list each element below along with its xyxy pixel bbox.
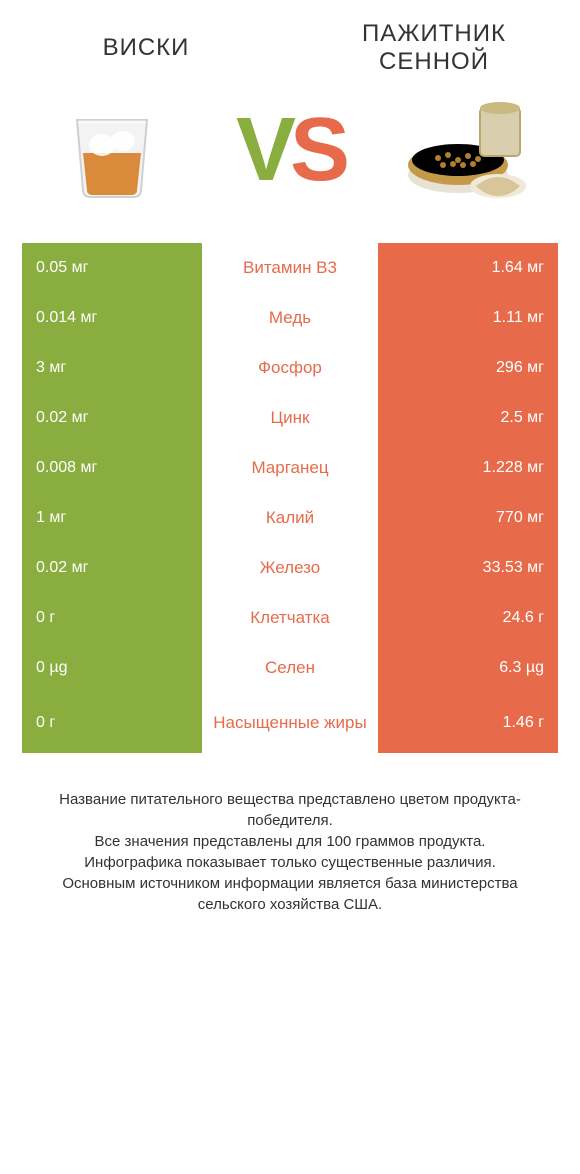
nutrient-name-cell: Железо <box>202 543 378 593</box>
footer-line-3: Инфографика показывает только существенн… <box>36 852 544 873</box>
footer-line-1: Название питательного вещества представл… <box>36 789 544 831</box>
right-value-cell: 33.53 мг <box>378 543 558 593</box>
right-value-cell: 24.6 г <box>378 593 558 643</box>
footer-notes: Название питательного вещества представл… <box>22 789 558 935</box>
table-row: 1 мгКалий770 мг <box>22 493 558 543</box>
table-row: 0 гНасыщенные жиры1.46 г <box>22 693 558 753</box>
left-product-image <box>42 85 182 215</box>
table-row: 0.02 мгЖелезо33.53 мг <box>22 543 558 593</box>
right-value-cell: 1.11 мг <box>378 293 558 343</box>
right-product-image <box>398 85 538 215</box>
whisky-glass-icon <box>57 95 167 205</box>
footer-line-2: Все значения представлены для 100 граммо… <box>36 831 544 852</box>
right-value-cell: 1.228 мг <box>378 443 558 493</box>
nutrient-name-cell: Калий <box>202 493 378 543</box>
table-row: 3 мгФосфор296 мг <box>22 343 558 393</box>
right-product-title: ПАЖИТНИК СЕННОЙ <box>310 20 558 75</box>
right-value-cell: 1.64 мг <box>378 243 558 293</box>
images-row: VS <box>22 85 558 215</box>
left-value-cell: 0.02 мг <box>22 543 202 593</box>
table-row: 0.02 мгЦинк2.5 мг <box>22 393 558 443</box>
table-row: 0 гКлетчатка24.6 г <box>22 593 558 643</box>
vs-label: VS <box>236 99 344 202</box>
left-product-title: ВИСКИ <box>22 34 270 62</box>
nutrient-table: 0.05 мгВитамин B31.64 мг0.014 мгМедь1.11… <box>22 243 558 753</box>
titles-row: ВИСКИ ПАЖИТНИК СЕННОЙ <box>22 20 558 75</box>
nutrient-name-cell: Насыщенные жиры <box>202 693 378 753</box>
vs-v: V <box>236 100 290 200</box>
nutrient-name-cell: Цинк <box>202 393 378 443</box>
table-row: 0.014 мгМедь1.11 мг <box>22 293 558 343</box>
right-value-cell: 6.3 µg <box>378 643 558 693</box>
left-value-cell: 1 мг <box>22 493 202 543</box>
nutrient-name-cell: Селен <box>202 643 378 693</box>
left-value-cell: 0 µg <box>22 643 202 693</box>
nutrient-name-cell: Витамин B3 <box>202 243 378 293</box>
left-value-cell: 0.014 мг <box>22 293 202 343</box>
nutrient-name-cell: Марганец <box>202 443 378 493</box>
left-value-cell: 0 г <box>22 593 202 643</box>
table-row: 0.05 мгВитамин B31.64 мг <box>22 243 558 293</box>
vs-s: S <box>290 100 344 200</box>
right-value-cell: 770 мг <box>378 493 558 543</box>
nutrient-name-cell: Фосфор <box>202 343 378 393</box>
left-value-cell: 0 г <box>22 693 202 753</box>
footer-line-4: Основным источником информации является … <box>36 873 544 915</box>
infographic: ВИСКИ ПАЖИТНИК СЕННОЙ VS <box>0 0 580 935</box>
nutrient-name-cell: Клетчатка <box>202 593 378 643</box>
left-value-cell: 0.05 мг <box>22 243 202 293</box>
nutrient-name-cell: Медь <box>202 293 378 343</box>
table-row: 0.008 мгМарганец1.228 мг <box>22 443 558 493</box>
fenugreek-icon <box>398 90 538 210</box>
table-row: 0 µgСелен6.3 µg <box>22 643 558 693</box>
left-value-cell: 3 мг <box>22 343 202 393</box>
left-value-cell: 0.02 мг <box>22 393 202 443</box>
right-value-cell: 296 мг <box>378 343 558 393</box>
right-value-cell: 2.5 мг <box>378 393 558 443</box>
right-value-cell: 1.46 г <box>378 693 558 753</box>
left-value-cell: 0.008 мг <box>22 443 202 493</box>
